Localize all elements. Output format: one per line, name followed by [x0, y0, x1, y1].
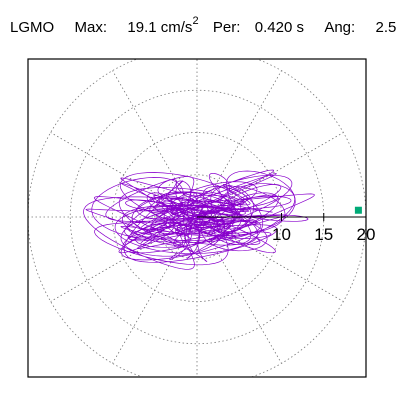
- radial-tick-label-15: 15: [314, 225, 333, 244]
- max-label: Max:: [74, 19, 108, 36]
- grid-spoke-240: [112, 216, 198, 364]
- angle-label: Ang:: [324, 19, 356, 36]
- trace-path: [83, 169, 315, 270]
- radial-axis: 10 15 20: [197, 213, 375, 244]
- grid-spoke-60: [196, 70, 282, 218]
- angle-value: 2.5: [375, 19, 397, 36]
- period-label: Per:: [212, 19, 241, 36]
- max-value: 19.1: [127, 19, 157, 36]
- max-point-marker: [354, 206, 362, 214]
- max-unit: cm/s: [160, 19, 193, 36]
- plot-frame: [27, 58, 367, 378]
- motion-trace: [83, 169, 315, 270]
- chart-header: LGMO Max: 19.1 cm/s2 Per: 0.420 s Ang: 2…: [10, 15, 397, 36]
- period-value: 0.420 s: [254, 19, 304, 36]
- max-point-layer: [354, 206, 362, 214]
- station-code: LGMO: [10, 19, 55, 36]
- grid-spoke-150: [50, 132, 198, 218]
- max-unit-exponent: 2: [192, 15, 199, 27]
- radial-tick-label-10: 10: [272, 225, 291, 244]
- grid-spoke-210: [50, 216, 198, 302]
